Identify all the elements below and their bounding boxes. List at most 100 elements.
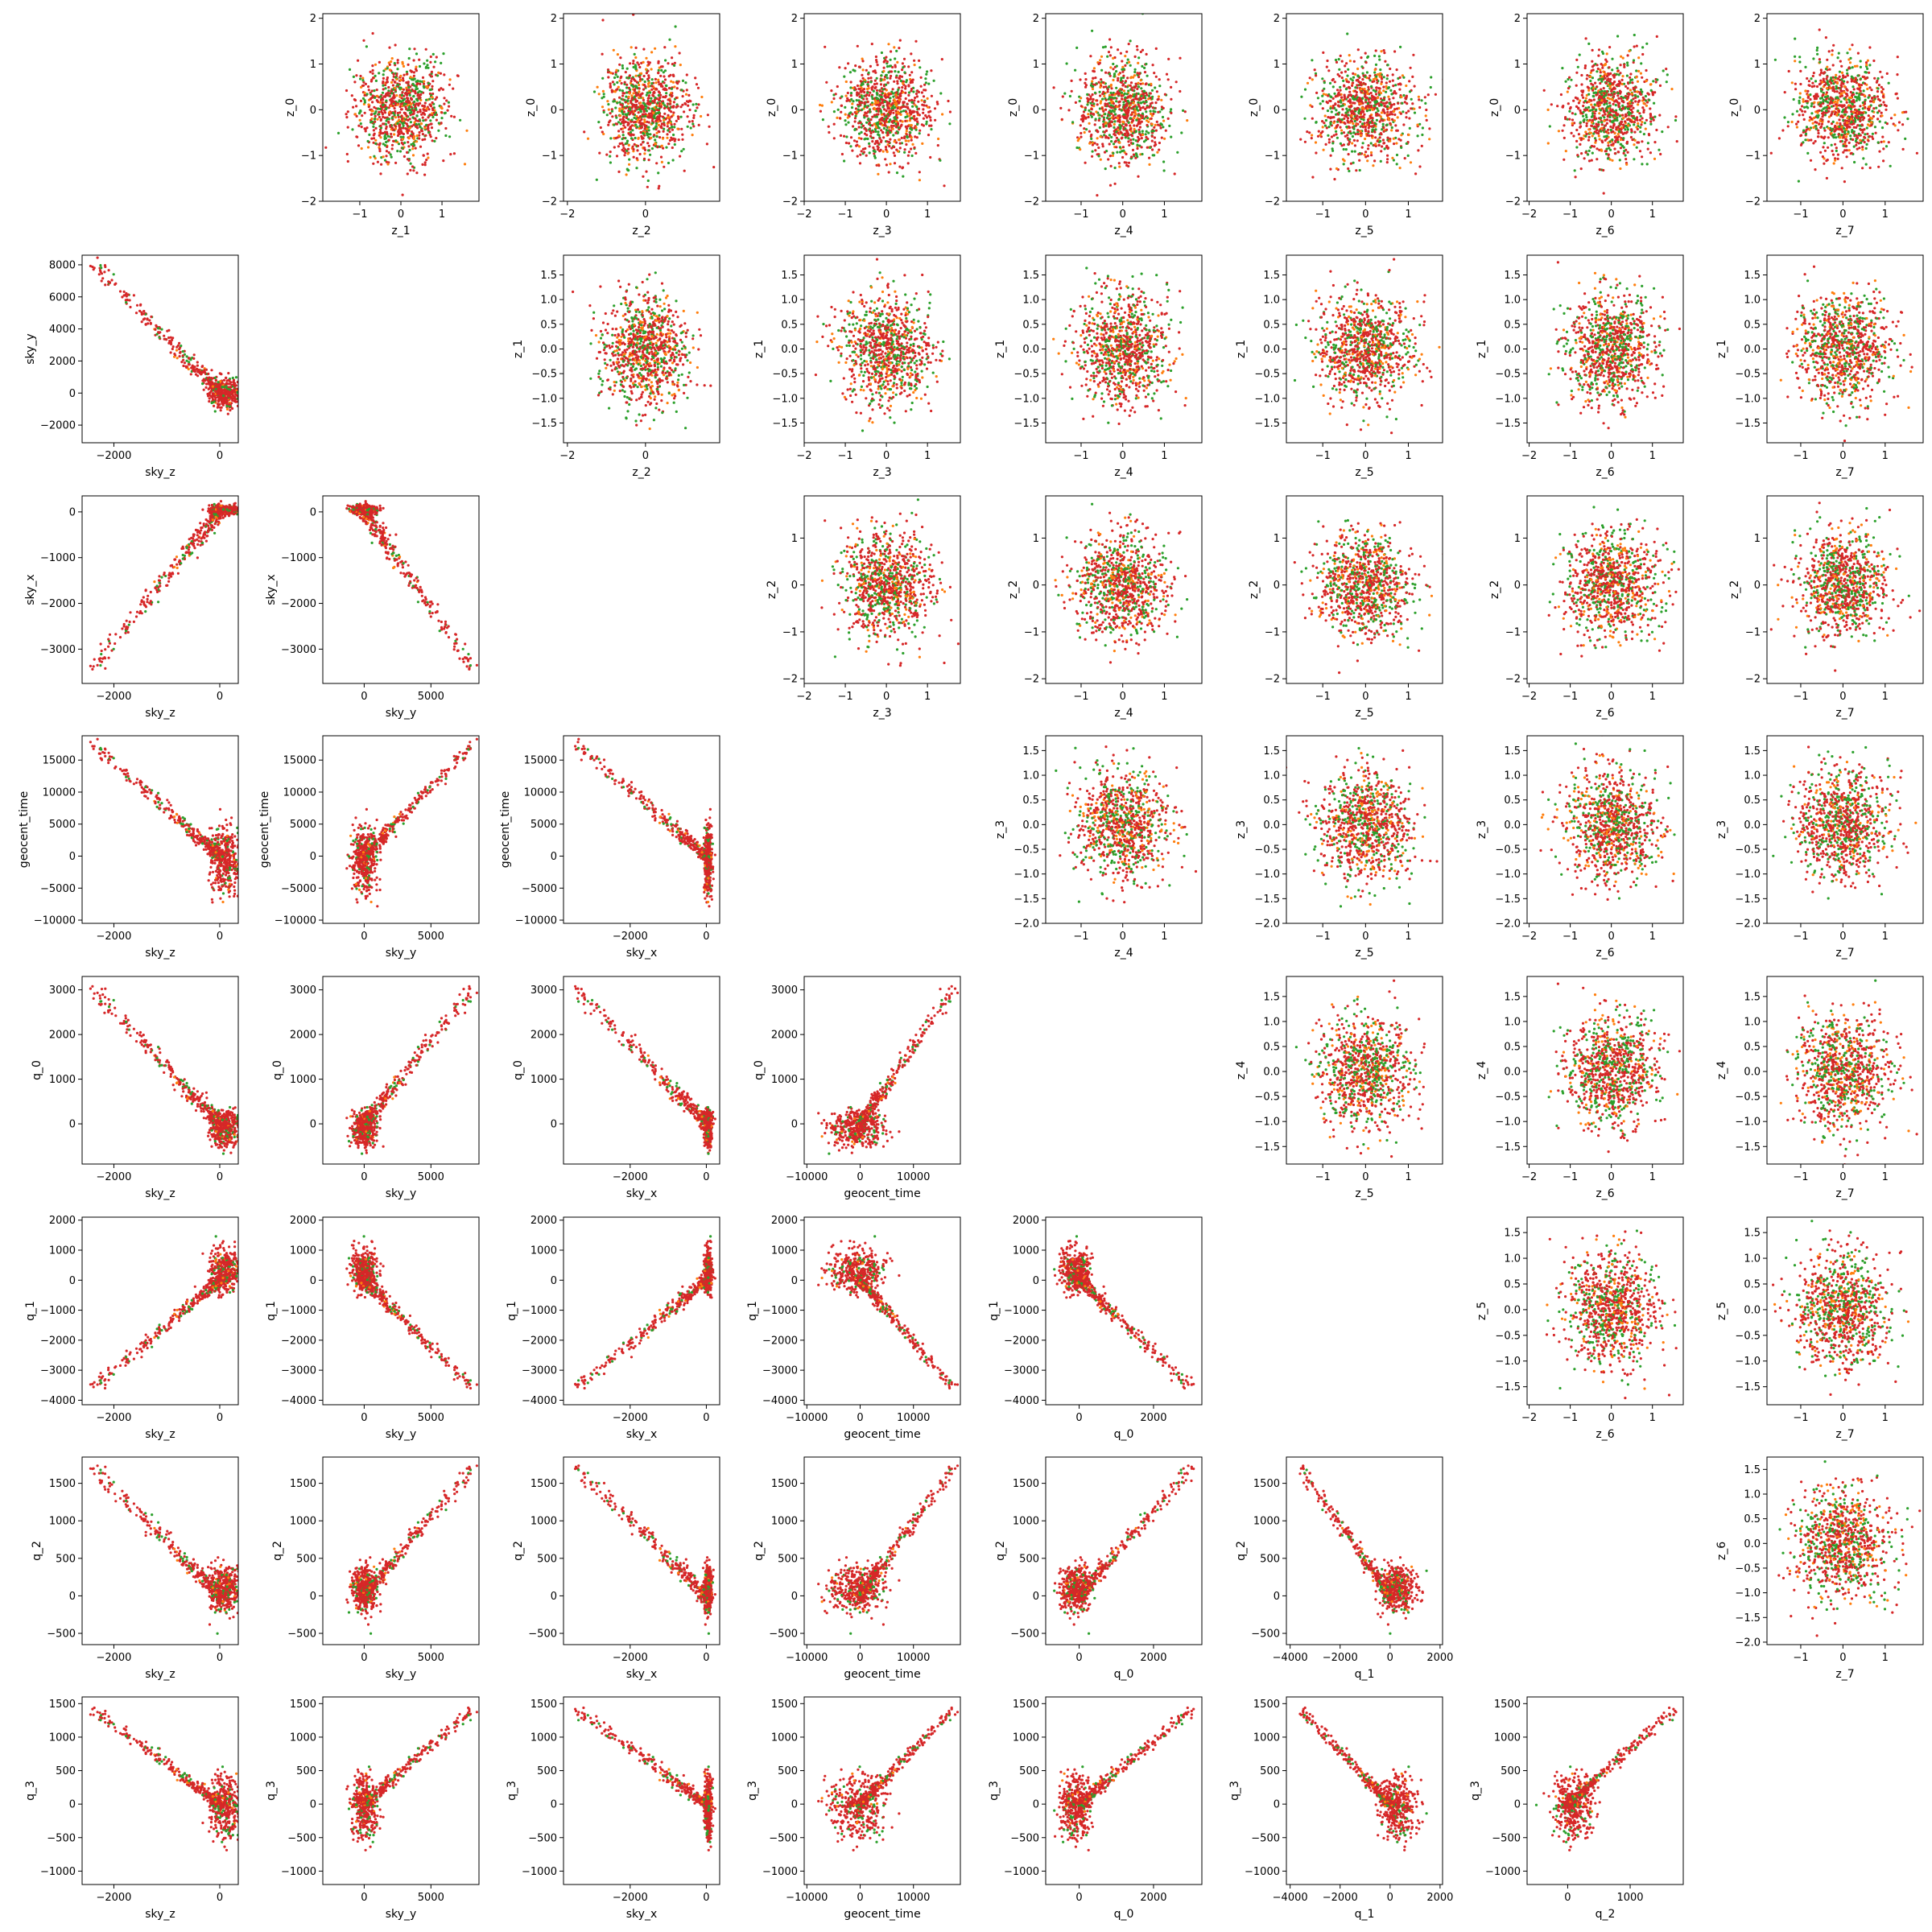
scatter-point <box>112 647 115 650</box>
scatter-point <box>220 1115 223 1118</box>
scatter-point <box>91 745 94 748</box>
scatter-point <box>189 358 192 361</box>
scatter-point <box>242 507 244 510</box>
scatter-point <box>182 1083 185 1086</box>
scatter-point <box>704 873 707 876</box>
scatter-point <box>208 1138 212 1141</box>
scatter-point <box>196 556 199 559</box>
scatter-point <box>461 658 464 661</box>
scatter-point <box>224 398 227 402</box>
scatter-point <box>684 832 687 835</box>
scatter-point <box>196 368 200 371</box>
scatter-point <box>107 1005 111 1009</box>
scatter-point <box>171 347 174 351</box>
scatter-point <box>687 841 691 844</box>
scatter-point <box>371 871 374 874</box>
scatter-point <box>362 887 365 891</box>
scatter-point <box>233 506 236 509</box>
scatter-point <box>125 291 128 295</box>
scatter-point <box>125 630 128 633</box>
scatter-point <box>100 758 103 761</box>
scatter-point <box>402 822 405 825</box>
scatter-point <box>361 510 365 514</box>
scatter-point <box>233 881 237 885</box>
scatter-point <box>384 829 387 832</box>
scatter-point <box>375 847 378 851</box>
scatter-point <box>217 511 221 514</box>
scatter-point <box>243 1133 246 1136</box>
scatter-point <box>213 1127 217 1130</box>
scatter-point <box>376 905 379 908</box>
scatter-point <box>355 861 358 864</box>
scatter-point <box>405 572 408 576</box>
scatter-point <box>142 318 145 321</box>
scatter-point <box>455 755 458 758</box>
scatter-point <box>243 856 246 858</box>
scatter-point <box>374 855 378 858</box>
scatter-point <box>169 351 172 354</box>
scatter-point <box>233 390 237 394</box>
scatter-point <box>228 405 231 408</box>
scatter-point <box>155 588 159 592</box>
scatter-point <box>170 342 173 346</box>
scatter-point <box>214 1136 217 1139</box>
scatter-point <box>382 506 385 510</box>
scatter-point <box>709 862 712 865</box>
scatter-point <box>700 857 703 860</box>
scatter-point <box>125 1020 128 1023</box>
scatter-point <box>419 795 422 799</box>
scatter-point <box>393 815 396 819</box>
scatter-point <box>114 283 117 286</box>
scatter-point <box>103 996 107 999</box>
scatter-point <box>461 647 464 650</box>
scatter-point <box>217 508 220 511</box>
scatter-point <box>358 888 361 891</box>
scatter-point <box>365 877 368 880</box>
scatter-point <box>232 378 236 382</box>
scatter-point <box>151 789 154 792</box>
scatter-point <box>625 785 629 788</box>
scatter-point <box>221 855 225 858</box>
scatter-point <box>196 543 200 547</box>
scatter-point <box>440 769 444 772</box>
scatter-point <box>713 853 717 857</box>
scatter-point <box>196 1090 199 1093</box>
scatter-point <box>589 758 592 761</box>
scatter-point <box>243 510 246 513</box>
scatter-point <box>368 837 371 840</box>
scatter-point <box>203 842 207 845</box>
scatter-point <box>142 791 146 794</box>
scatter-point <box>653 814 656 818</box>
scatter-point <box>362 504 365 507</box>
scatter-point <box>239 509 242 511</box>
scatter-point <box>193 369 196 374</box>
scatter-point <box>100 266 103 270</box>
scatter-point <box>213 502 216 506</box>
scatter-point <box>385 543 388 546</box>
scatter-point <box>350 856 353 859</box>
y-axis-label: geocent_time <box>499 791 512 868</box>
scatter-point <box>388 534 391 537</box>
scatter-point <box>188 363 191 366</box>
scatter-point <box>154 1054 157 1057</box>
scatter-point <box>108 281 112 284</box>
scatter-point <box>201 382 204 386</box>
scatter-point <box>180 562 183 565</box>
scatter-point <box>214 382 217 385</box>
scatter-point <box>662 822 665 825</box>
scatter-point <box>140 320 143 324</box>
scatter-point <box>213 410 217 413</box>
scatter-point <box>159 803 162 807</box>
scatter-point <box>192 544 196 547</box>
scatter-point <box>91 985 94 988</box>
scatter-point <box>154 1059 157 1062</box>
scatter-point <box>239 390 242 393</box>
scatter-point <box>365 859 368 862</box>
scatter-point <box>242 849 244 852</box>
x-axis-label: sky_y <box>386 947 416 960</box>
scatter-point <box>223 1144 226 1147</box>
x-tick-label: 5000 <box>418 691 444 703</box>
scatter-point <box>350 887 353 890</box>
scatter-point <box>209 865 213 869</box>
scatter-point <box>121 1022 124 1025</box>
